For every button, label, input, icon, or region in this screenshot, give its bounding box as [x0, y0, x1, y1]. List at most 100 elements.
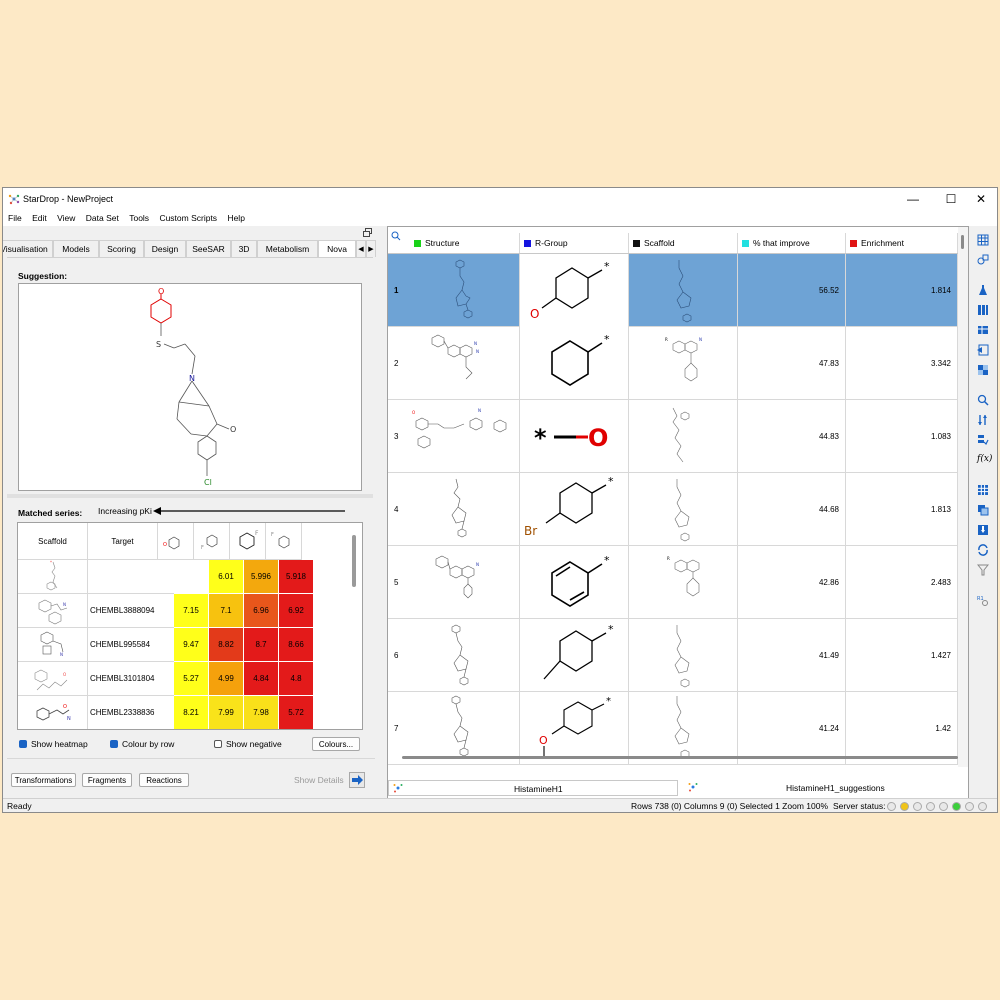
tab-scoring[interactable]: Scoring	[99, 240, 144, 257]
heatmap-cell[interactable]: 5.72	[279, 696, 314, 729]
columns-icon[interactable]	[977, 304, 989, 316]
heatmap-cell[interactable]: 6.96	[244, 594, 279, 628]
matched-series-scaffold-structure[interactable]: N	[18, 628, 88, 662]
shapes-icon[interactable]	[977, 254, 989, 266]
enrichment-cell[interactable]: 1.813	[846, 473, 958, 546]
show-negative-checkbox[interactable]	[214, 740, 222, 748]
tab-seesar[interactable]: SeeSAR	[186, 240, 231, 257]
row-number[interactable]: 1	[394, 286, 399, 295]
flask-icon[interactable]	[977, 284, 989, 296]
grid-hscrollbar[interactable]	[402, 756, 958, 759]
row-number[interactable]: 7	[394, 724, 399, 733]
grid-view-icon[interactable]	[977, 234, 989, 246]
structure-cell[interactable]	[410, 619, 520, 692]
sort-icon[interactable]	[977, 414, 989, 426]
row-number[interactable]: 3	[394, 432, 399, 441]
scaffold-cell[interactable]	[629, 254, 738, 327]
scaffold-cell[interactable]	[629, 400, 738, 473]
grid-row[interactable]: 6 * 41.49 1.427	[388, 619, 958, 692]
grid-row[interactable]: 3 O N * O 44.83 1.083	[388, 400, 958, 473]
col-fluorophenyl2-header[interactable]: F	[266, 523, 302, 560]
improve-cell[interactable]: 44.83	[738, 400, 846, 473]
grid-row[interactable]: 1 * O 56.52 1.814	[388, 254, 958, 327]
filter-icon[interactable]	[977, 564, 989, 576]
rgroup-cell[interactable]: * Br	[520, 473, 629, 546]
heatmap-cell[interactable]	[174, 560, 209, 594]
menu-edit[interactable]: Edit	[32, 213, 47, 223]
data-grid[interactable]: Structure R-Group Scaffold % that improv…	[387, 226, 969, 799]
tab-visualisation[interactable]: Visualisation	[3, 240, 53, 257]
move-column-icon[interactable]	[977, 344, 989, 356]
rgroup-cell[interactable]: *	[520, 327, 629, 400]
heatmap-cell[interactable]: 9.47	[174, 628, 209, 662]
zoom-icon[interactable]	[977, 394, 989, 406]
menu-custom-scripts[interactable]: Custom Scripts	[159, 213, 218, 223]
heatmap-cell[interactable]: 8.66	[279, 628, 314, 662]
row-number[interactable]: 6	[394, 651, 399, 660]
tab-design[interactable]: Design	[144, 240, 186, 257]
matched-series-table[interactable]: Scaffold Target O F F F * 6.01 5.996 5.918 N…	[17, 522, 363, 730]
minimize-button[interactable]: —	[907, 192, 919, 206]
enrichment-cell[interactable]: 1.083	[846, 400, 958, 473]
menu-data-set[interactable]: Data Set	[85, 213, 119, 223]
maximize-button[interactable]: ☐	[945, 192, 957, 206]
matched-series-scaffold-structure[interactable]: O	[18, 662, 88, 696]
heatmap-cell[interactable]: 5.27	[174, 662, 209, 696]
refresh-icon[interactable]	[977, 544, 989, 556]
export-icon[interactable]	[977, 524, 989, 536]
row-number[interactable]: 2	[394, 359, 399, 368]
heatmap-cell[interactable]: 7.98	[244, 696, 279, 729]
function-icon[interactable]: f(x)	[977, 454, 993, 464]
grid-search-icon[interactable]	[391, 231, 401, 241]
matched-series-scaffold-structure[interactable]: *	[18, 560, 88, 594]
colours-button[interactable]: Colours...	[312, 737, 360, 751]
tab-models[interactable]: Models	[53, 240, 99, 257]
tab-nova[interactable]: Nova	[318, 240, 356, 257]
tab-scroll-left-icon[interactable]: ◀	[356, 240, 366, 257]
tab-histamineh1-suggestions[interactable]: HistamineH1_suggestions	[684, 780, 969, 796]
colour-by-row-checkbox[interactable]	[110, 740, 118, 748]
rgroup-cell[interactable]: *	[520, 546, 629, 619]
heatmap-cell[interactable]: 4.99	[209, 662, 244, 696]
transformations-button[interactable]: Transformations	[11, 773, 76, 787]
grid-row[interactable]: 5 N * R 42.86 2.483	[388, 546, 958, 619]
matrix-icon[interactable]	[977, 484, 989, 496]
grid-vscroll-thumb[interactable]	[961, 235, 964, 249]
suggestion-structure-viewer[interactable]: O	[18, 283, 362, 491]
structure-cell[interactable]	[410, 692, 520, 765]
col-fluorophenyl-header[interactable]: F	[194, 523, 230, 560]
menu-help[interactable]: Help	[227, 213, 245, 223]
copy-table-icon[interactable]	[977, 504, 989, 516]
row-number[interactable]: 5	[394, 578, 399, 587]
menu-view[interactable]: View	[57, 213, 76, 223]
scaffold-cell[interactable]	[629, 473, 738, 546]
heatmap-cell[interactable]: 4.84	[244, 662, 279, 696]
grid-vscrollbar[interactable]	[958, 227, 968, 767]
scaffold-cell[interactable]	[629, 619, 738, 692]
improve-cell[interactable]: 56.52	[738, 254, 846, 327]
heatmap-cell[interactable]: 8.21	[174, 696, 209, 729]
rgroup-cell[interactable]: * O	[520, 254, 629, 327]
grid-row[interactable]: 7 * O 41.24 1.42	[388, 692, 958, 765]
col-enrichment-header[interactable]: Enrichment	[846, 233, 958, 253]
enrichment-cell[interactable]: 2.483	[846, 546, 958, 619]
scaffold-cell[interactable]: R	[629, 546, 738, 619]
rgroup-cell[interactable]: * O	[520, 400, 629, 473]
enrichment-cell[interactable]: 3.342	[846, 327, 958, 400]
next-button[interactable]	[349, 772, 365, 788]
grid-row[interactable]: 4 * Br 44.68 1.813	[388, 473, 958, 546]
menu-tools[interactable]: Tools	[129, 213, 150, 223]
splitter[interactable]	[7, 494, 373, 498]
filter-check-icon[interactable]	[977, 434, 989, 446]
improve-cell[interactable]: 47.83	[738, 327, 846, 400]
col-scaffold-header[interactable]: Scaffold	[629, 233, 738, 253]
show-heatmap-checkbox[interactable]	[19, 740, 27, 748]
col-structure-header[interactable]: Structure	[410, 233, 520, 253]
fragments-button[interactable]: Fragments	[82, 773, 132, 787]
improve-cell[interactable]: 41.24	[738, 692, 846, 765]
grid-row[interactable]: 2 N N * R N 47.83 3.342	[388, 327, 958, 400]
heatmap-cell[interactable]: 7.99	[209, 696, 244, 729]
